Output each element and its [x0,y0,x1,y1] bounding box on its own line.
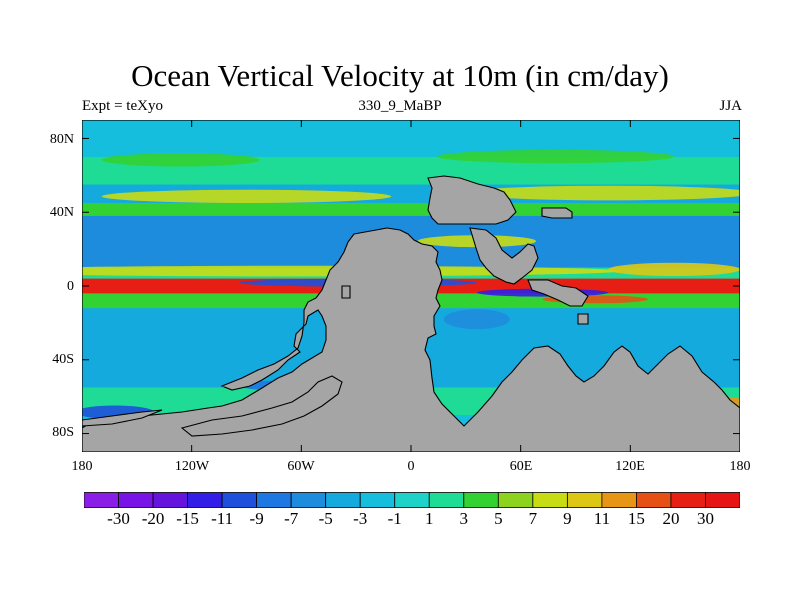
field-feature [101,153,260,167]
tick-marks [82,120,740,452]
colorbar-label: -1 [387,509,402,528]
x-tick-label: 60E [509,459,533,474]
colorbar-label: 9 [563,509,572,528]
field-feature [463,185,740,201]
colorbar-label: 5 [494,509,503,528]
colorbar-box [256,492,292,508]
colorbar-label: 3 [459,509,469,528]
colorbar-label: -3 [353,509,368,528]
land-americas [82,227,740,452]
y-tick-label: 40S [52,352,74,367]
colorbar-label: -11 [211,509,234,528]
colorbar-box [152,492,188,508]
y-tick-label: 0 [67,279,74,294]
colorbar-label: -5 [318,509,333,528]
colorbar-box [497,492,534,508]
field-feature [101,189,392,203]
colorbar [84,492,740,508]
colorbar-label: -9 [249,509,264,528]
colorbar-label: 11 [593,509,611,528]
land-small-island [577,313,589,325]
colorbar-box [290,492,327,508]
land-caribbean-island [341,285,351,299]
land-sw-strip [82,409,163,427]
y-tick-label: 80S [52,425,74,440]
colorbar-label: 20 [662,509,680,528]
land-mask [82,175,740,452]
colorbar-box [670,492,706,508]
time-label: 330_9_MaBP [358,98,442,114]
x-tick-label: 120W [174,459,210,474]
colorbar-box [566,492,603,508]
colorbar-box [187,492,223,508]
y-tick-label: 40N [49,205,74,220]
colorbar-box [636,492,672,508]
colorbar-box [118,492,154,508]
x-tick-label: 120E [615,459,645,474]
colorbar-box [221,492,258,508]
x-tick-label: 180 [71,459,93,474]
colorbar-box [428,492,465,508]
colorbar-box [532,492,568,508]
map-plot [82,120,740,452]
field-feature [437,149,675,164]
land-asia [469,227,539,285]
colorbar-box [463,492,499,508]
colorbar-box [84,492,119,508]
colorbar-box [394,492,430,508]
colorbar-box [359,492,396,508]
land-europe [427,175,517,225]
land-south-strip [180,375,343,437]
colorbar-box [601,492,637,508]
field-feature [608,262,740,277]
field-feature [443,309,510,330]
experiment-label: Expt = teXyo [82,98,163,114]
y-tick-label: 80N [49,132,74,147]
colorbar-label: 15 [627,509,645,528]
x-tick-label: 180 [729,459,751,474]
season-label: JJA [719,98,742,114]
ocean-band [82,203,740,217]
land-ne-island [541,207,573,219]
x-tick-label: 0 [407,459,415,474]
colorbar-label: 7 [528,509,538,528]
colorbar-label: 30 [696,509,714,528]
x-tick-label: 60W [287,459,315,474]
colorbar-box [325,492,361,508]
land-se-arc [527,279,589,307]
colorbar-label: -7 [284,509,299,528]
chart-title: Ocean Vertical Velocity at 10m (in cm/da… [131,58,669,93]
colorbar-label: -30 [107,509,130,528]
colorbar-label: -20 [141,509,165,528]
colorbar-label: -15 [176,509,199,528]
colorbar-label: 1 [425,509,434,528]
colorbar-box [705,492,740,508]
